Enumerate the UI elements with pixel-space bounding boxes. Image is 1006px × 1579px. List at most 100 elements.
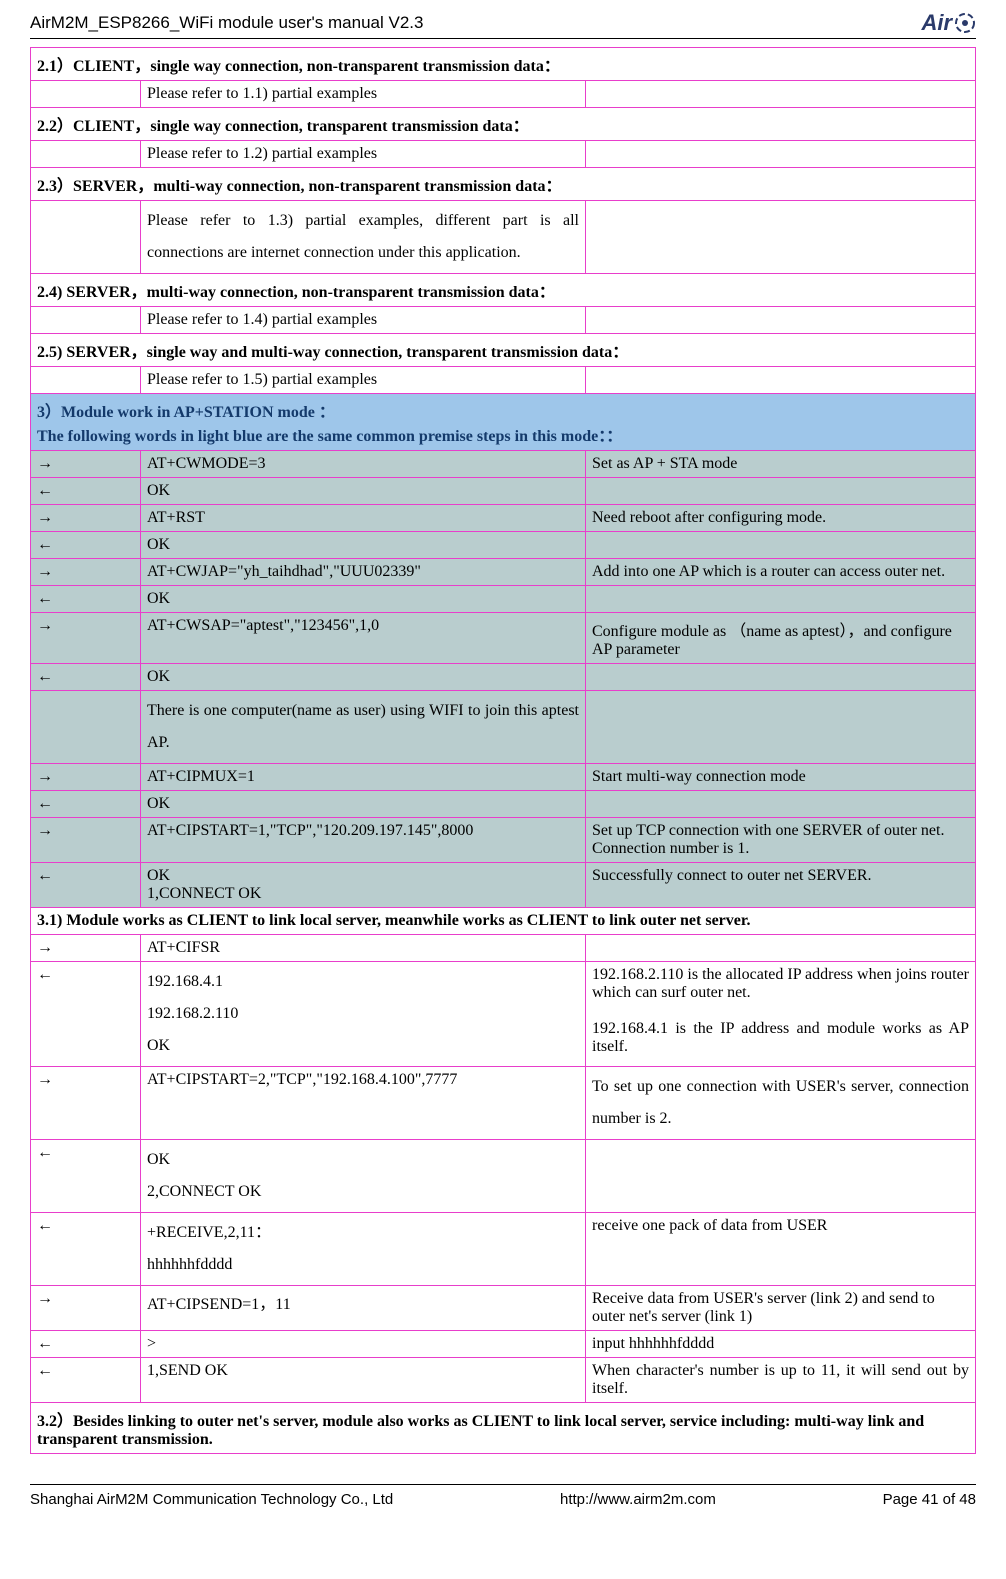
direction-cell: ←	[31, 962, 141, 1067]
logo-icon	[954, 12, 976, 34]
table-row: Please refer to 1.3) partial examples, d…	[31, 201, 976, 274]
description-cell: Set up TCP connection with one SERVER of…	[586, 818, 976, 863]
table-row: ←OK	[31, 664, 976, 691]
direction-cell: ←	[31, 1331, 141, 1358]
direction-cell: →	[31, 505, 141, 532]
logo: Air	[921, 10, 976, 36]
command-cell: AT+CWMODE=3	[141, 451, 586, 478]
description-cell	[586, 307, 976, 334]
command-cell: OK	[141, 791, 586, 818]
description-cell	[586, 532, 976, 559]
command-cell: 192.168.4.1 192.168.2.110 OK	[141, 962, 586, 1067]
table-row: ←>input hhhhhhfdddd	[31, 1331, 976, 1358]
description-cell: Set as AP + STA mode	[586, 451, 976, 478]
table-row: →AT+CWMODE=3Set as AP + STA mode	[31, 451, 976, 478]
description-cell: Need reboot after configuring mode.	[586, 505, 976, 532]
command-cell: AT+CWSAP="aptest","123456",1,0	[141, 613, 586, 664]
command-cell: Please refer to 1.4) partial examples	[141, 307, 586, 334]
table-row: →AT+CIPSEND=1，11Receive data from USER's…	[31, 1286, 976, 1331]
direction-cell: →	[31, 935, 141, 962]
description-cell: receive one pack of data from USER	[586, 1213, 976, 1286]
direction-cell: ←	[31, 532, 141, 559]
table-row: Please refer to 1.1) partial examples	[31, 81, 976, 108]
table-row: ←192.168.4.1 192.168.2.110 OK192.168.2.1…	[31, 962, 976, 1067]
section-header-cell: 2.4) SERVER，multi-way connection, non-tr…	[31, 274, 976, 307]
description-cell: Configure module as （name as aptest），and…	[586, 613, 976, 664]
command-cell: There is one computer(name as user) usin…	[141, 691, 586, 764]
table-row: →AT+CWSAP="aptest","123456",1,0Configure…	[31, 613, 976, 664]
direction-cell: ←	[31, 791, 141, 818]
direction-cell: →	[31, 613, 141, 664]
description-cell	[586, 201, 976, 274]
direction-cell	[31, 201, 141, 274]
command-cell: OK 1,CONNECT OK	[141, 863, 586, 908]
table-row: ←OK	[31, 478, 976, 505]
direction-cell	[31, 367, 141, 394]
description-cell: To set up one connection with USER's ser…	[586, 1067, 976, 1140]
command-cell: +RECEIVE,2,11： hhhhhhfdddd	[141, 1213, 586, 1286]
command-cell: Please refer to 1.2) partial examples	[141, 141, 586, 168]
command-cell: AT+CIPSTART=2,"TCP","192.168.4.100",7777	[141, 1067, 586, 1140]
command-cell: AT+CIPMUX=1	[141, 764, 586, 791]
section-header-cell: 2.5) SERVER，single way and multi-way con…	[31, 334, 976, 367]
command-cell: 1,SEND OK	[141, 1358, 586, 1403]
description-cell: When character's number is up to 11, it …	[586, 1358, 976, 1403]
table-row: ←OK	[31, 586, 976, 613]
page-header: AirM2M_ESP8266_WiFi module user's manual…	[30, 10, 976, 39]
table-row: 2.3）SERVER，multi-way connection, non-tra…	[31, 168, 976, 201]
direction-cell: →	[31, 818, 141, 863]
direction-cell: ←	[31, 586, 141, 613]
direction-cell	[31, 81, 141, 108]
page-footer: Shanghai AirM2M Communication Technology…	[30, 1484, 976, 1508]
table-row: →AT+RSTNeed reboot after configuring mod…	[31, 505, 976, 532]
table-row: 2.5) SERVER，single way and multi-way con…	[31, 334, 976, 367]
direction-cell	[31, 691, 141, 764]
header-title: AirM2M_ESP8266_WiFi module user's manual…	[30, 13, 423, 33]
table-row: Please refer to 1.5) partial examples	[31, 367, 976, 394]
logo-text: Air	[921, 10, 952, 36]
command-cell: AT+RST	[141, 505, 586, 532]
command-cell: OK 2,CONNECT OK	[141, 1140, 586, 1213]
section-header-cell: 2.3）SERVER，multi-way connection, non-tra…	[31, 168, 976, 201]
table-row: 3.2）Besides linking to outer net's serve…	[31, 1403, 976, 1454]
footer-page: Page 41 of 48	[883, 1491, 976, 1508]
table-row: 3.1) Module works as CLIENT to link loca…	[31, 908, 976, 935]
description-cell	[586, 81, 976, 108]
table-row: 3）Module work in AP+STATION mode ： The f…	[31, 394, 976, 451]
command-cell: >	[141, 1331, 586, 1358]
section-header-cell: 3.2）Besides linking to outer net's serve…	[31, 1403, 976, 1454]
section-header-cell: 2.1）CLIENT，single way connection, non-tr…	[31, 48, 976, 81]
direction-cell: ←	[31, 863, 141, 908]
direction-cell: ←	[31, 664, 141, 691]
description-cell: Successfully connect to outer net SERVER…	[586, 863, 976, 908]
command-cell: AT+CIPSTART=1,"TCP","120.209.197.145",80…	[141, 818, 586, 863]
command-cell: OK	[141, 478, 586, 505]
table-row: ←1,SEND OKWhen character's number is up …	[31, 1358, 976, 1403]
direction-cell: ←	[31, 1213, 141, 1286]
footer-url: http://www.airm2m.com	[560, 1491, 716, 1508]
description-cell	[586, 141, 976, 168]
description-cell	[586, 1140, 976, 1213]
direction-cell	[31, 141, 141, 168]
direction-cell: ←	[31, 478, 141, 505]
direction-cell: ←	[31, 1140, 141, 1213]
description-cell: input hhhhhhfdddd	[586, 1331, 976, 1358]
description-cell	[586, 791, 976, 818]
table-row: ←OK 2,CONNECT OK	[31, 1140, 976, 1213]
description-cell: 192.168.2.110 is the allocated IP addres…	[586, 962, 976, 1067]
command-cell: OK	[141, 532, 586, 559]
command-cell: Please refer to 1.1) partial examples	[141, 81, 586, 108]
table-row: 2.2）CLIENT，single way connection, transp…	[31, 108, 976, 141]
description-cell: Receive data from USER's server (link 2)…	[586, 1286, 976, 1331]
command-cell: AT+CIPSEND=1，11	[141, 1286, 586, 1331]
description-cell	[586, 478, 976, 505]
table-row: Please refer to 1.2) partial examples	[31, 141, 976, 168]
table-row: →AT+CIPSTART=1,"TCP","120.209.197.145",8…	[31, 818, 976, 863]
table-row: 2.1）CLIENT，single way connection, non-tr…	[31, 48, 976, 81]
direction-cell	[31, 307, 141, 334]
direction-cell: →	[31, 559, 141, 586]
direction-cell: →	[31, 764, 141, 791]
direction-cell: →	[31, 1067, 141, 1140]
table-row: ←OK	[31, 791, 976, 818]
description-cell	[586, 664, 976, 691]
